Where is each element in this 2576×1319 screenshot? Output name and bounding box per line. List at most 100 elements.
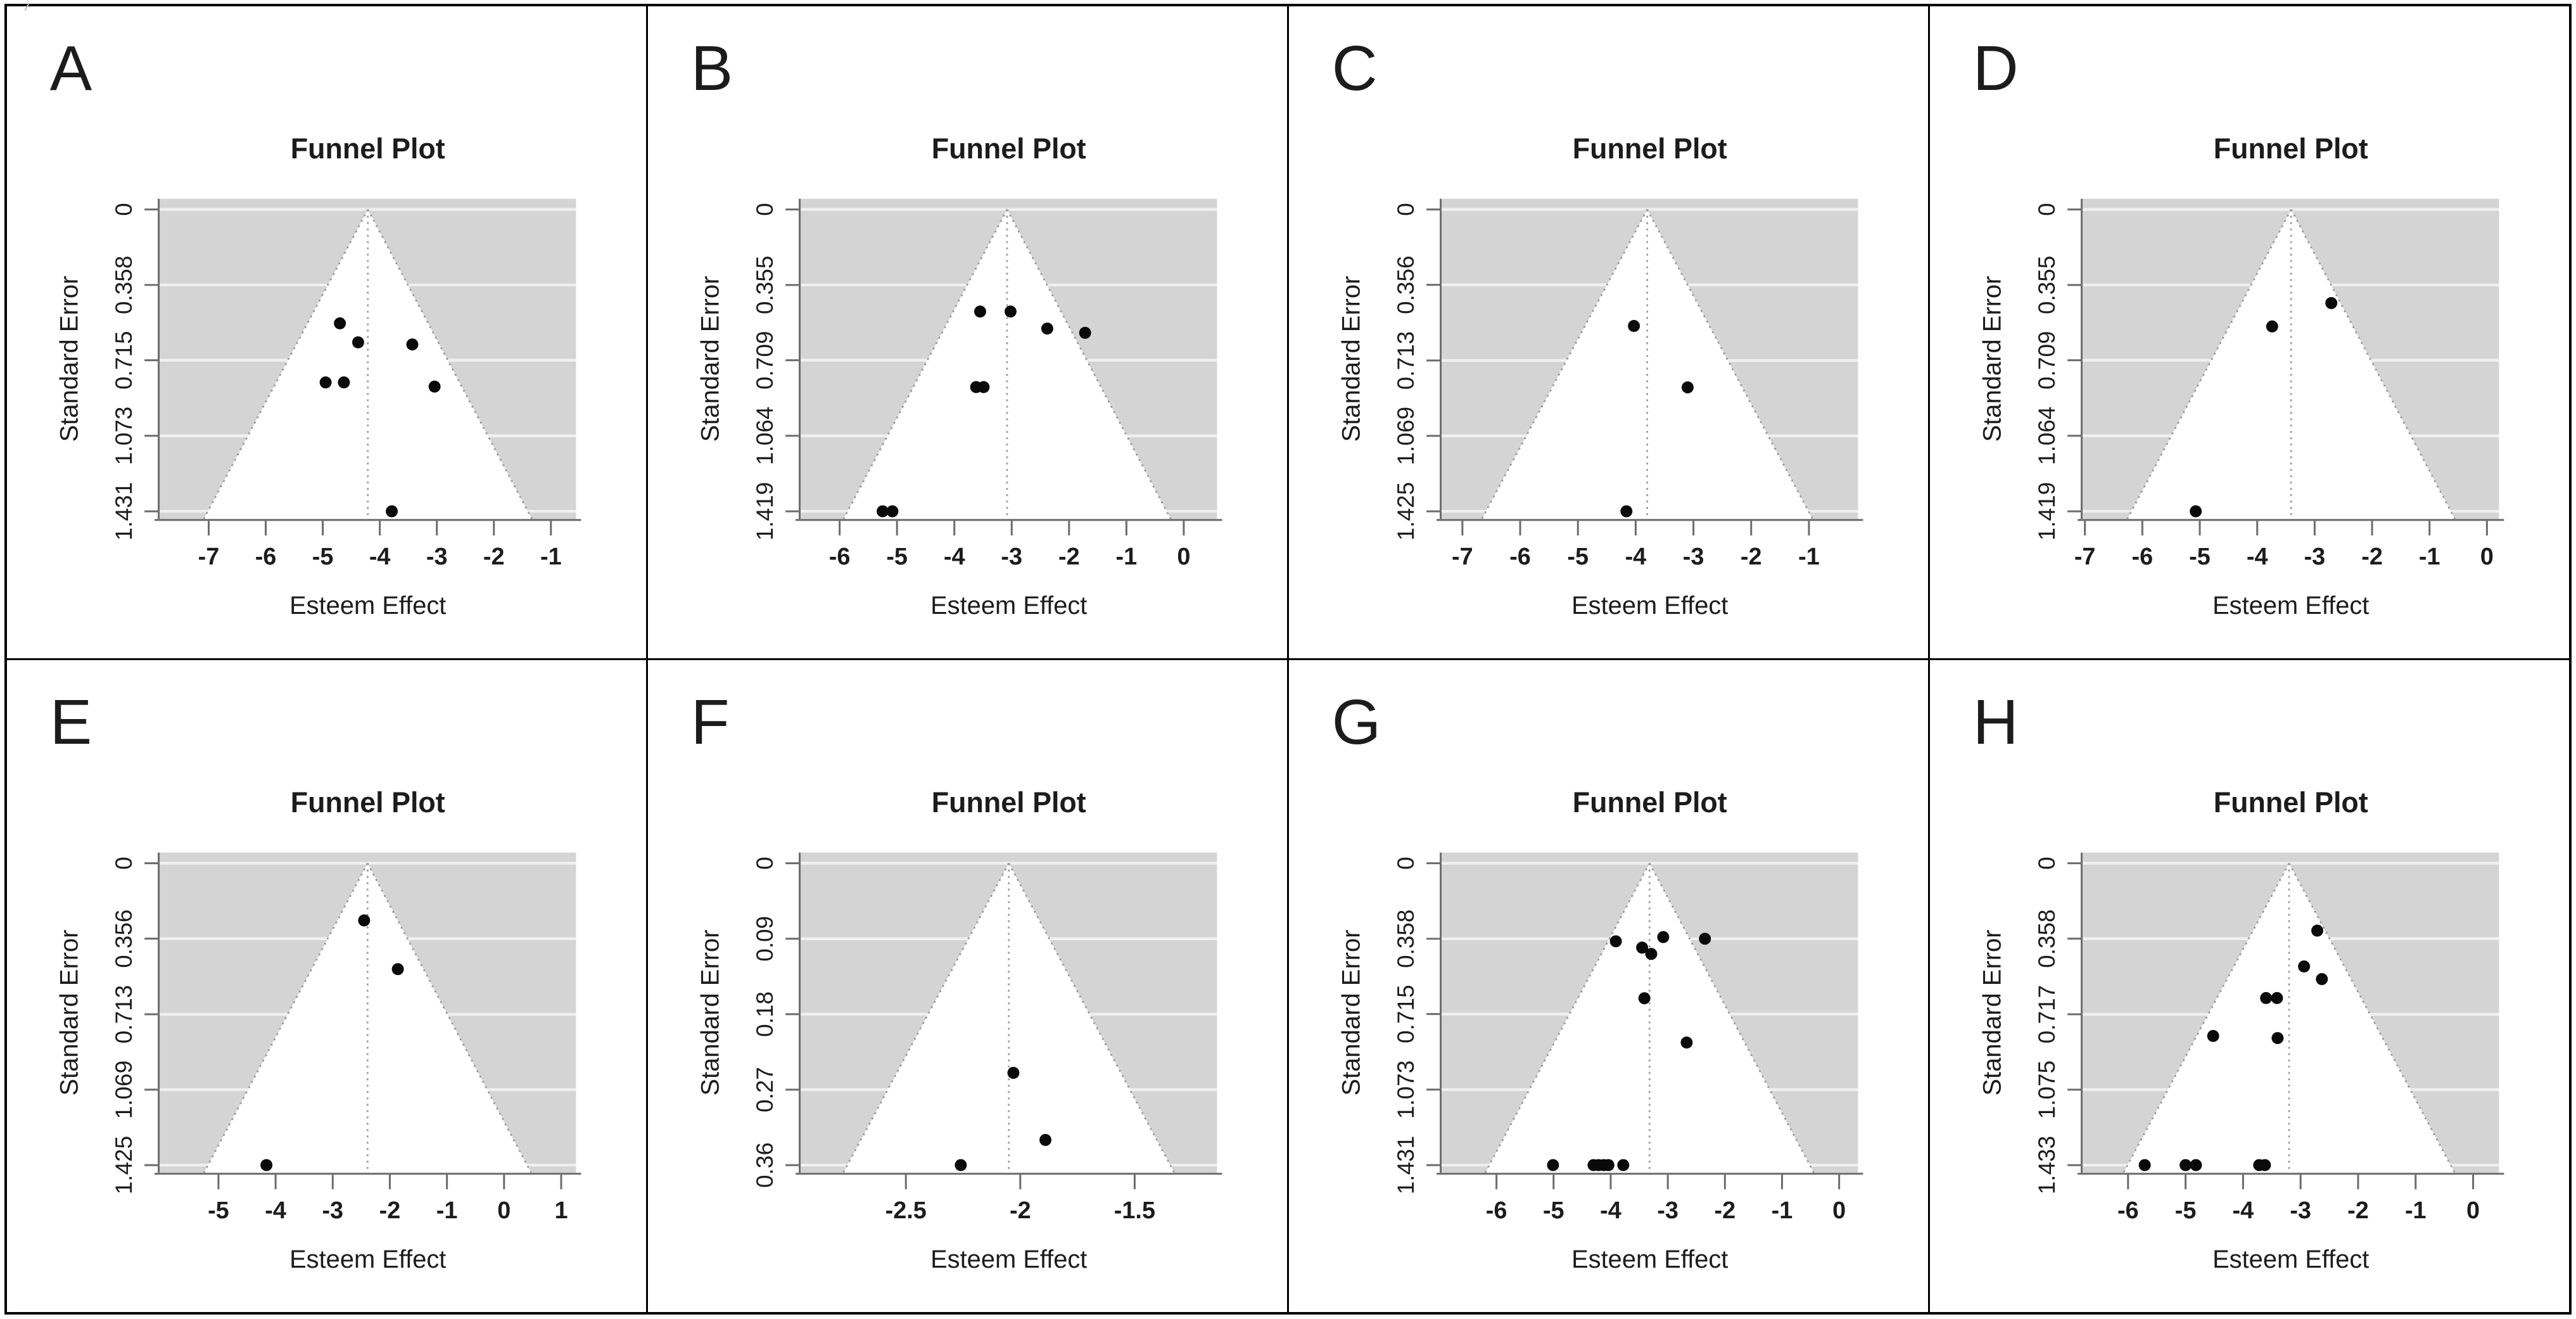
data-point [2271, 1032, 2284, 1045]
data-point [955, 1159, 967, 1171]
data-point [977, 381, 990, 393]
data-point [2190, 1159, 2202, 1171]
data-point [2316, 972, 2328, 985]
x-tick-label: 0 [2480, 544, 2494, 570]
data-point [2190, 505, 2202, 518]
data-point [2271, 991, 2283, 1004]
x-tick-label: -7 [1452, 544, 1473, 570]
funnel-edge-left [2126, 208, 2292, 519]
y-tick-label: 0 [1393, 857, 1419, 870]
x-axis-label: Esteem Effect [930, 592, 1087, 620]
funnel-plot-C: 0 0.356 0.713 1.069 1.425 -7 -6 -5 -4 -3 -2 -1 C Funn… [1332, 34, 1863, 620]
funnel-edge-left [203, 862, 369, 1173]
x-tick-label: -6 [2132, 544, 2154, 570]
y-tick-label: 0.717 [2034, 985, 2060, 1043]
y-tick-label: 0 [752, 203, 778, 216]
x-tick-label: 0 [1832, 1197, 1846, 1224]
y-tick-label: 0 [752, 857, 778, 870]
data-point [1699, 933, 1711, 945]
y-tick-label: 0.713 [111, 985, 137, 1043]
axes: 0 0.358 0.715 1.073 1.431 -7 -6 -5 -4 -3 -2 -1 [111, 198, 581, 570]
y-tick-label: 0.356 [111, 909, 137, 967]
data-point [391, 963, 404, 976]
panel-D: 0 0.355 0.709 1.064 1.419 -7 -6 -5 -4 -3 -2 -1 0 D Fun… [1930, 6, 2569, 658]
funnel-edge-right [1006, 208, 1172, 519]
axes: 0 0.356 0.713 1.069 1.425 -7 -6 -5 -4 -3 -2 -1 [1393, 198, 1863, 570]
y-tick-label: 0.715 [111, 331, 137, 389]
funnel-region [203, 209, 532, 519]
y-tick-label: 1.073 [1393, 1061, 1419, 1119]
data-point [1636, 941, 1649, 954]
y-axis-label: Standard Error [1338, 276, 1366, 442]
x-tick-label: -2 [1741, 544, 1762, 570]
x-tick-label: -3 [1657, 1197, 1678, 1224]
axes: 0 0.356 0.713 1.069 1.425 -5 -4 -3 -2 -1 0 1 [111, 852, 581, 1224]
x-tick-label: -6 [829, 544, 851, 570]
chart-title: Funnel Plot [2214, 786, 2368, 819]
panel-E: 0 0.356 0.713 1.069 1.425 -5 -4 -3 -2 -1 0 1 E Funnel… [7, 660, 646, 1312]
data-point [386, 505, 398, 518]
x-axis-label: Esteem Effect [2212, 1246, 2369, 1273]
data-point [2207, 1029, 2219, 1042]
y-axis-label: Standard Error [56, 276, 84, 442]
y-tick-label: 0.713 [1393, 331, 1419, 390]
funnel-edge-left [2122, 862, 2290, 1173]
y-tick-label: 1.069 [1393, 407, 1419, 465]
x-tick-label: -3 [426, 544, 448, 570]
funnel-edge-right [2290, 208, 2456, 519]
funnel-region [2127, 209, 2455, 519]
x-tick-label: -1 [2419, 544, 2440, 570]
x-tick-label: -2 [1010, 1197, 1031, 1224]
panel-letter: E [50, 687, 92, 758]
y-tick-label: 1.431 [111, 482, 137, 540]
x-tick-label: -5 [2189, 544, 2211, 570]
x-tick-label: -4 [1625, 544, 1647, 570]
chart-title: Funnel Plot [1573, 786, 1727, 819]
data-point [1007, 1066, 1020, 1079]
x-tick-label: -3 [2290, 1197, 2311, 1224]
data-point [334, 317, 346, 329]
y-tick-label: 0.09 [752, 916, 778, 962]
x-axis-label: Esteem Effect [1571, 592, 1728, 620]
panel-letter: G [1332, 687, 1381, 758]
data-points [1620, 320, 1694, 518]
x-tick-label: -1 [436, 1197, 458, 1224]
axes: 0 0.355 0.709 1.064 1.419 -6 -5 -4 -3 -2 -1 0 [752, 198, 1222, 570]
y-tick-label: 0.709 [752, 331, 778, 389]
x-tick-label: -2 [483, 544, 505, 570]
x-tick-label: -1.5 [1114, 1197, 1155, 1224]
y-tick-label: 0.355 [752, 256, 778, 314]
x-tick-label: -1 [540, 544, 562, 570]
y-tick-label: 1.419 [752, 482, 778, 540]
x-tick-label: -6 [255, 544, 277, 570]
funnel-edge-left [1481, 208, 1648, 519]
funnel-plot-A: 0 0.358 0.715 1.073 1.431 -7 -6 -5 -4 -3 -2 -1 A Funn… [50, 34, 581, 620]
x-tick-label: -1 [1798, 544, 1820, 570]
x-tick-label: 0 [2466, 1197, 2480, 1224]
funnel-plot-H: 0 0.358 0.717 1.075 1.433 -6 -5 -4 -3 -2 -1 0 H Funne… [1973, 687, 2504, 1273]
data-point [1680, 1036, 1693, 1049]
y-axis-label: Standard Error [697, 929, 725, 1095]
y-tick-label: 1.069 [111, 1061, 137, 1119]
x-tick-label: -2 [2347, 1197, 2369, 1224]
funnel-region [843, 863, 1175, 1173]
funnel-edge-right [367, 208, 533, 519]
panel-A: 0 0.358 0.715 1.073 1.431 -7 -6 -5 -4 -3 -2 -1 A Funn… [7, 6, 646, 658]
x-axis-label: Esteem Effect [1571, 1246, 1728, 1273]
y-tick-label: 1.064 [2034, 407, 2060, 465]
axes: 0 0.358 0.717 1.075 1.433 -6 -5 -4 -3 -2 -1 0 [2034, 852, 2504, 1224]
y-tick-label: 1.425 [111, 1136, 137, 1194]
panel-letter: B [691, 34, 733, 104]
y-tick-label: 0 [1393, 203, 1419, 216]
data-point [1645, 948, 1658, 960]
x-tick-label: -5 [886, 544, 908, 570]
data-point [2298, 960, 2311, 973]
funnel-edge-right [2288, 862, 2456, 1173]
panel-letter: D [1973, 34, 2019, 104]
y-tick-label: 0.27 [752, 1067, 778, 1112]
panel-C: 0 0.356 0.713 1.069 1.425 -7 -6 -5 -4 -3 -2 -1 C Funn… [1289, 6, 1928, 658]
data-point [886, 505, 899, 518]
funnel-region [1482, 209, 1813, 519]
data-points [2138, 924, 2328, 1171]
y-tick-label: 1.425 [1393, 482, 1419, 540]
